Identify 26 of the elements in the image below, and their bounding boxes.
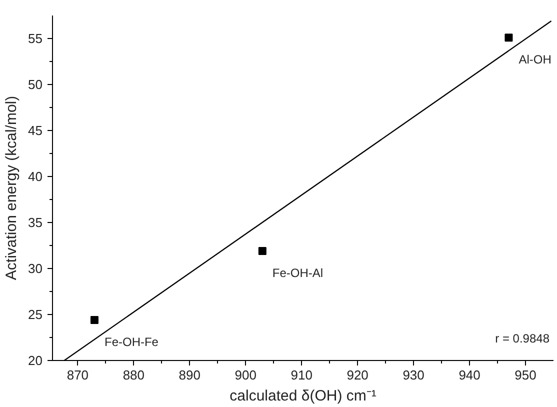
x-tick-label: 940 — [458, 368, 480, 382]
y-tick-label: 35 — [28, 215, 43, 230]
point — [504, 34, 513, 42]
x-tick-label: 870 — [66, 368, 89, 382]
y-tick-label: 40 — [28, 169, 43, 184]
annotation: Fe-OH-Fe — [104, 335, 159, 350]
x-tick-label: 900 — [234, 368, 256, 382]
x-tick-label: 880 — [122, 368, 145, 382]
y-tick-label: 30 — [28, 261, 43, 276]
x-tick-label: 920 — [346, 368, 368, 382]
y-tick-label: 20 — [28, 353, 43, 368]
y-tick-label: 45 — [28, 123, 43, 138]
x-axis-title: calculated δ(OH) cm⁻¹ — [230, 388, 376, 404]
x-tick-label: 950 — [514, 368, 536, 382]
x-tick-label: 910 — [290, 368, 312, 382]
y-tick-label: 50 — [28, 77, 43, 92]
point — [258, 247, 266, 256]
x-tick-label: 890 — [178, 368, 201, 382]
x-tick-label: 930 — [402, 368, 424, 382]
annotation: Al-OH — [518, 52, 552, 67]
annotation: Fe-OH-Al — [272, 266, 324, 280]
y-tick-label: 55 — [28, 31, 43, 46]
y-axis-title: Activation energy (kcal/mol) — [3, 96, 20, 280]
point — [90, 316, 98, 324]
annotation: r = 0.9848 — [495, 332, 550, 346]
y-tick-label: 25 — [28, 307, 43, 322]
